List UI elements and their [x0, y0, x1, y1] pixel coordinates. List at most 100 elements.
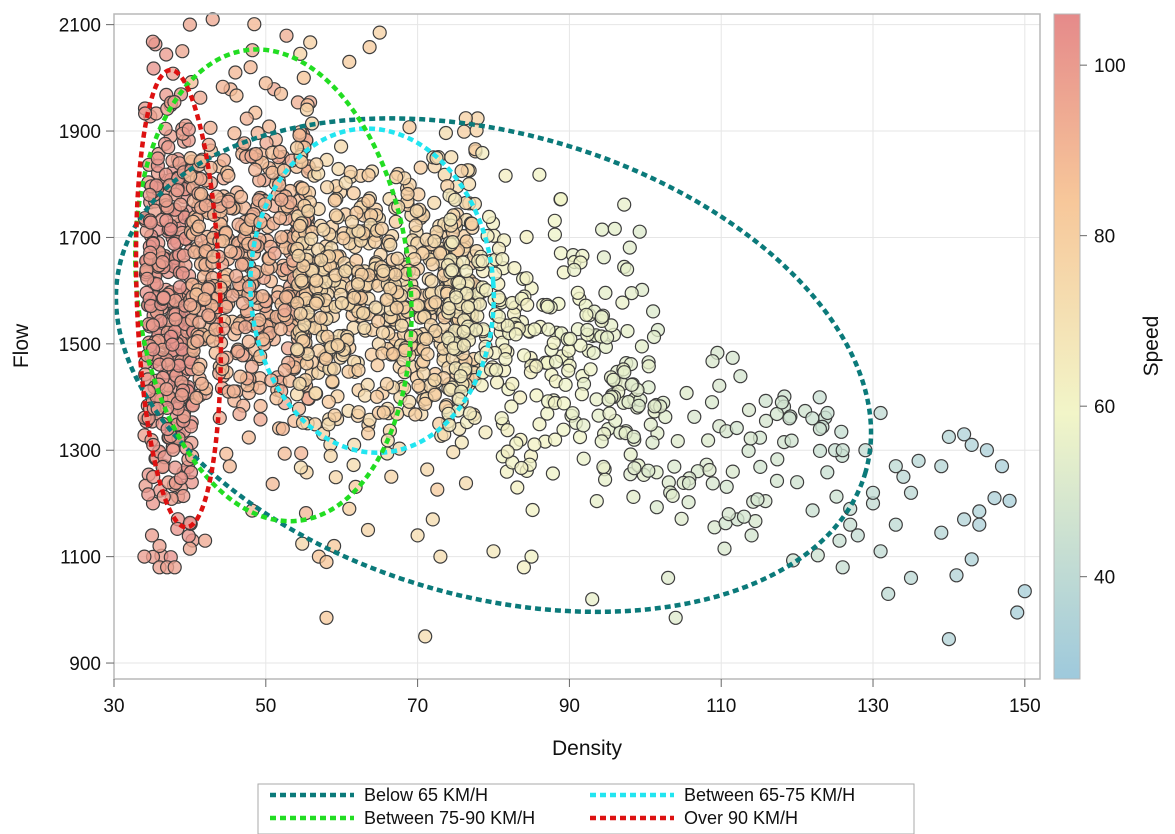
- data-point: [782, 411, 797, 426]
- data-point: [579, 307, 594, 322]
- data-point: [458, 476, 474, 491]
- data-point: [173, 197, 188, 212]
- legend-label: Over 90 KM/H: [684, 808, 798, 828]
- data-point: [267, 246, 282, 261]
- data-point: [441, 301, 456, 316]
- data-point: [498, 352, 513, 367]
- data-point: [843, 517, 858, 532]
- data-point: [524, 549, 539, 564]
- data-point: [438, 125, 453, 141]
- data-point: [221, 168, 236, 183]
- data-point: [290, 342, 305, 357]
- data-point: [301, 204, 316, 219]
- data-point: [411, 378, 426, 393]
- data-point: [323, 448, 338, 463]
- data-point: [448, 192, 463, 207]
- data-point: [408, 218, 423, 233]
- data-point: [561, 363, 576, 378]
- data-point: [617, 365, 632, 380]
- data-point: [161, 357, 176, 372]
- data-point: [235, 296, 251, 311]
- data-point: [449, 290, 464, 305]
- data-point: [769, 473, 785, 488]
- data-point: [627, 461, 642, 476]
- data-point: [328, 208, 343, 223]
- data-point: [400, 186, 415, 202]
- data-point: [733, 369, 748, 384]
- data-point: [505, 376, 520, 391]
- data-point: [181, 122, 196, 137]
- data-point: [546, 335, 561, 350]
- x-tick-label: 30: [103, 696, 124, 717]
- data-point: [660, 570, 676, 586]
- data-point: [519, 229, 534, 245]
- colorbar-title: Speed: [1140, 316, 1163, 377]
- data-point: [504, 399, 519, 414]
- data-point: [170, 183, 185, 198]
- data-point: [158, 193, 173, 208]
- data-point: [598, 285, 613, 300]
- data-point: [145, 34, 160, 49]
- data-point: [338, 264, 353, 279]
- data-point: [190, 334, 205, 349]
- data-point: [356, 306, 371, 321]
- data-point: [500, 423, 515, 438]
- data-point: [216, 153, 231, 168]
- data-point: [265, 476, 280, 492]
- data-point: [941, 631, 957, 647]
- data-point: [370, 358, 385, 373]
- data-point: [681, 476, 697, 491]
- data-point: [510, 480, 525, 495]
- data-point: [174, 387, 189, 403]
- data-point: [272, 144, 288, 159]
- data-point: [330, 338, 345, 353]
- data-point: [140, 271, 155, 286]
- data-point: [293, 460, 308, 475]
- data-point: [255, 289, 270, 304]
- data-point: [850, 528, 865, 543]
- data-point: [379, 292, 394, 307]
- data-point: [314, 253, 329, 268]
- data-point: [152, 538, 167, 554]
- data-point: [430, 482, 445, 497]
- data-point: [964, 437, 979, 452]
- data-point: [279, 28, 294, 43]
- data-point: [547, 227, 563, 242]
- data-point: [750, 492, 765, 507]
- data-point: [832, 533, 847, 548]
- data-point: [273, 322, 288, 337]
- data-point: [769, 406, 785, 422]
- data-point: [316, 222, 331, 237]
- data-point: [594, 434, 609, 449]
- data-point: [350, 277, 366, 292]
- data-point: [743, 431, 758, 446]
- data-point: [241, 430, 256, 445]
- data-point: [241, 334, 256, 349]
- data-point: [205, 12, 220, 27]
- data-point: [389, 170, 404, 185]
- data-point: [222, 459, 237, 474]
- data-point: [325, 374, 340, 389]
- data-point: [700, 433, 716, 448]
- data-point: [167, 560, 182, 575]
- data-point: [427, 387, 442, 402]
- data-point: [525, 502, 540, 518]
- colorbar-ticks: 40 60 80 100: [1080, 56, 1126, 589]
- data-point: [420, 347, 435, 362]
- data-point: [956, 512, 972, 527]
- data-point: [299, 102, 314, 117]
- data-point: [641, 463, 656, 478]
- data-point: [229, 268, 244, 284]
- data-point: [424, 274, 439, 289]
- data-point: [137, 549, 152, 564]
- data-point: [744, 528, 759, 543]
- data-point: [183, 297, 198, 312]
- data-point: [292, 128, 307, 143]
- data-point: [460, 300, 476, 315]
- data-point: [361, 168, 376, 183]
- data-point: [1017, 584, 1032, 599]
- data-point: [146, 61, 161, 76]
- data-point: [143, 251, 158, 266]
- data-point: [215, 234, 231, 249]
- data-point: [413, 160, 428, 175]
